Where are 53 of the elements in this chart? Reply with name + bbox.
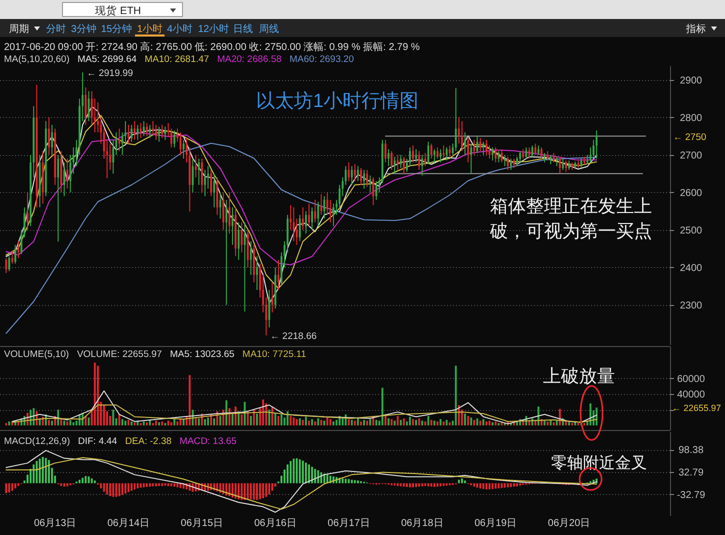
annotation: ← 2218.66 (270, 330, 317, 342)
text: ← 22655.97 (672, 403, 722, 413)
legend-title: MA(5,10,20,60) (4, 54, 70, 65)
y-tick-label: 2600 (680, 188, 703, 199)
text: 4小时 (167, 23, 193, 35)
y-tick-label: 40000 (677, 389, 706, 400)
annotation: VOLUME: 22655.97 (76, 349, 162, 360)
text: MA10: 2681.47 (144, 54, 210, 65)
text: MA20: 2686.58 (217, 54, 282, 65)
text: 1小时 (137, 23, 163, 35)
series-label: DEA: -2.38 (125, 436, 172, 447)
text: MA60: 2693.20 (290, 54, 354, 65)
text: MA10: 7725.11 (242, 349, 306, 360)
text: 指标 (685, 23, 706, 35)
legend-title: VOLUME(5,10) (4, 349, 69, 360)
x-tick-label: 06月19日 (474, 518, 517, 529)
x-tick-label: 06月15日 (180, 518, 224, 529)
y-tick-label: 98.38 (678, 445, 704, 456)
x-tick-label: 06月16日 (254, 518, 296, 529)
y-tick-label: 2800 (680, 112, 703, 124)
legend-title: MACD(12,26,9) (4, 436, 70, 447)
y-tick-label: 2900 (680, 75, 703, 86)
y-tick-label: 32.79 (678, 468, 704, 479)
text: 现货 ETH (95, 5, 141, 17)
annotation: 箱体整理正在发生上破，可视为第一买点 (489, 196, 652, 241)
chart-subtitle: 2017-06-20 09:00 开: 2724.90 高: 2765.00 低: 2690.00 收: 2750.00 涨幅: 0.99 % 振幅: 2.79 % (4, 41, 420, 53)
text: 周期 (9, 23, 29, 35)
text: 以太坊1小时行情图 (256, 90, 419, 112)
annotation: MACD: 13.65 (180, 436, 237, 447)
text: 日线 (233, 23, 253, 35)
series-label: DIF: 4.44 (78, 436, 118, 447)
x-tick-label: 06月14日 (107, 518, 150, 529)
y-tick-label: -32.79 (676, 490, 706, 501)
x-tick-label: 06月13日 (34, 518, 76, 529)
y-tick-label: 2500 (680, 225, 703, 236)
y-tick-label: 2400 (680, 262, 703, 274)
text: ← 2750 (673, 132, 706, 143)
annotation: ← 2919.99 (86, 68, 134, 79)
annotation: 上破放量 (543, 366, 615, 386)
y-tick-label: 2300 (680, 300, 703, 312)
annotation: 零轴附近金叉 (551, 454, 647, 472)
y-tick-label: 2700 (680, 150, 703, 162)
text: 12小时 (198, 23, 230, 35)
text: 3分钟 (71, 23, 97, 35)
text: MA5: 2699.64 (77, 54, 137, 65)
x-tick-label: 06月17日 (328, 518, 370, 529)
text: 15分钟 (101, 23, 132, 35)
y-tick-label: 60000 (677, 374, 706, 385)
text: 周线 (259, 23, 279, 35)
x-tick-label: 06月18日 (401, 518, 444, 529)
x-tick-label: 06月20日 (548, 518, 590, 529)
text: MA5: 13023.65 (170, 349, 234, 360)
text: 分时 (46, 23, 66, 35)
